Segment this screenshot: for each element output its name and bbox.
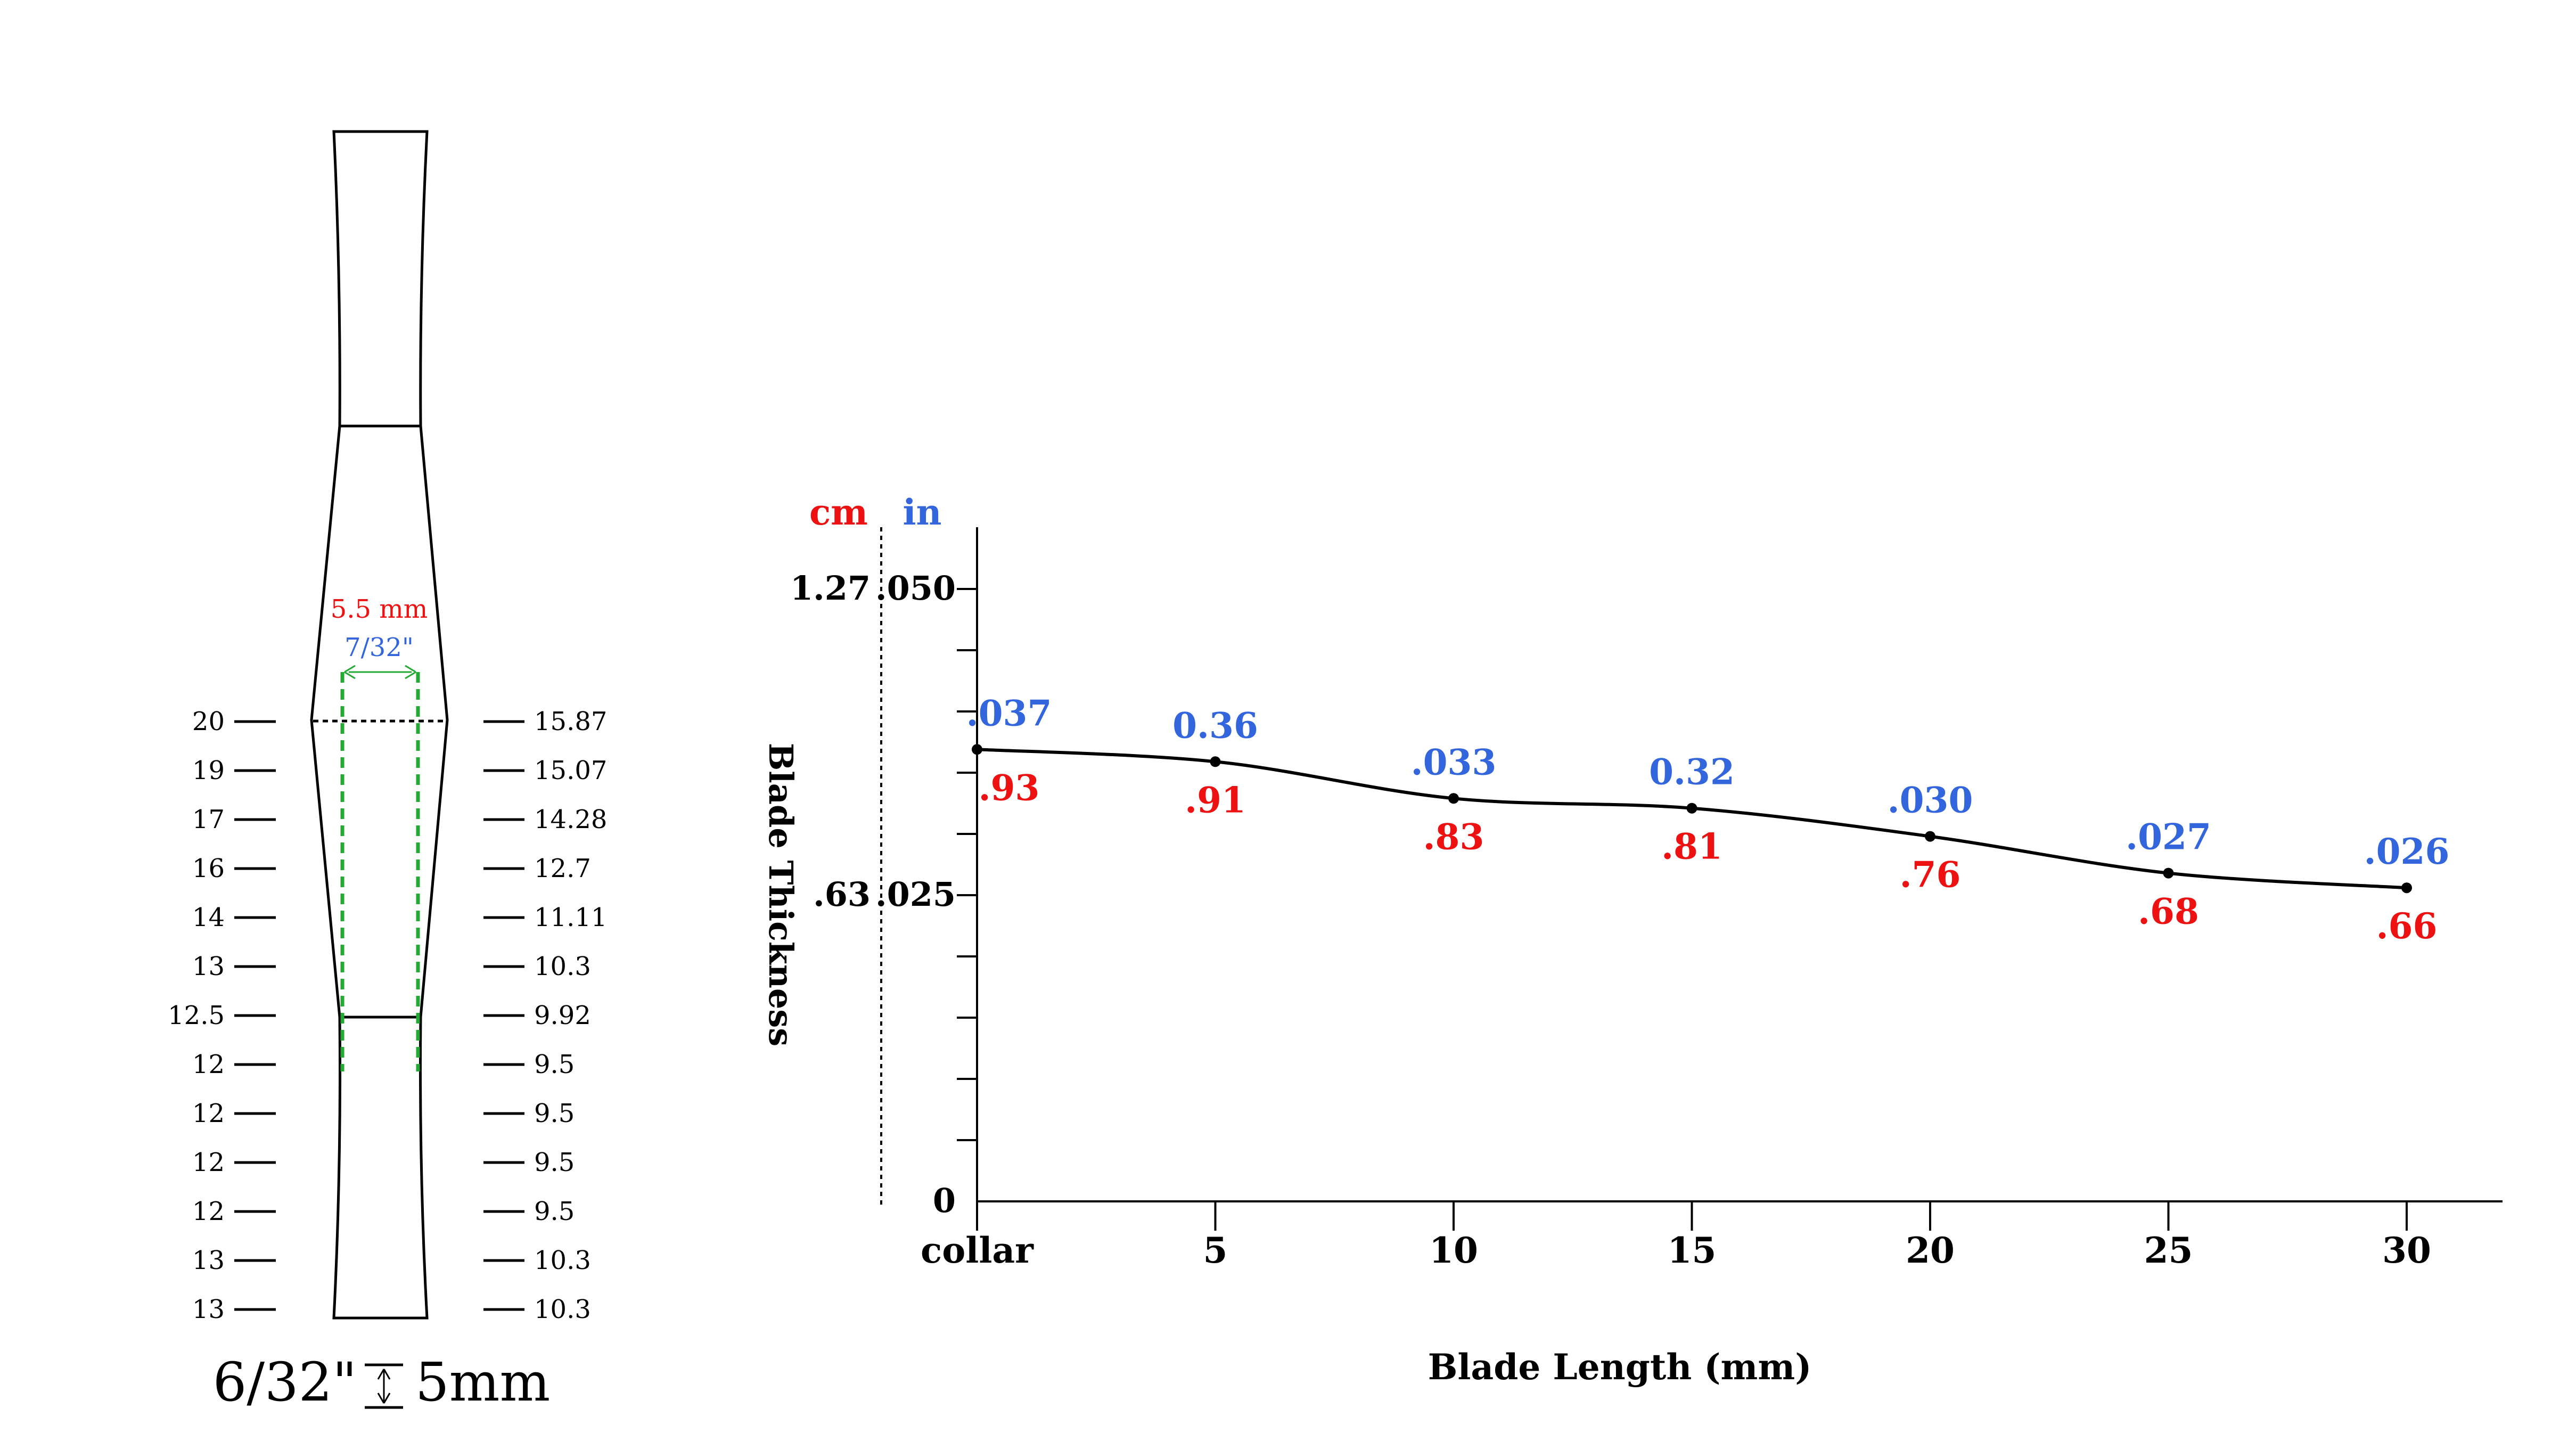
data-point — [1925, 831, 1935, 842]
x-axis-title: Blade Length (mm) — [1428, 1346, 1812, 1388]
left-scale-label: 12 — [192, 1148, 225, 1177]
x-tick-label: 5 — [1203, 1230, 1228, 1271]
right-scale-label: 9.5 — [534, 1197, 575, 1226]
point-label-cm: .68 — [2138, 891, 2199, 932]
point-label-cm: .93 — [979, 767, 1040, 808]
x-tick-label: 10 — [1429, 1230, 1478, 1271]
y-tick-label-in: .025 — [875, 875, 956, 914]
left-scale-label: 13 — [192, 1295, 225, 1324]
data-point — [1686, 803, 1697, 814]
thickness-series — [972, 744, 2412, 894]
point-labels: .037 .93 0.36 .91 .033 .83 0.32 .81 .030 .76 .027.… — [966, 692, 2450, 947]
point-label-in: .026 — [2364, 831, 2450, 872]
left-scale-label: 13 — [192, 1246, 225, 1275]
point-label-in: .033 — [1411, 741, 1497, 783]
right-scale-label: 12.7 — [534, 854, 591, 883]
right-scale-label: 15.07 — [534, 756, 607, 785]
data-point — [2401, 882, 2412, 894]
right-scale-label: 15.87 — [534, 707, 607, 736]
right-width-scale: 15.87 15.07 14.28 12.7 11.11 10.3 9.92 9.5 9.5 9.… — [483, 707, 607, 1324]
right-scale-label: 10.3 — [534, 1246, 591, 1275]
point-label-in: 0.36 — [1172, 705, 1258, 746]
width-arrow-left-head — [344, 665, 356, 680]
unit-label-cm: cm — [809, 492, 868, 533]
x-tick-label: 20 — [1906, 1230, 1955, 1271]
right-scale-label: 9.92 — [534, 1001, 591, 1030]
thickness-chart: cm in Blade Thickness Blade Length (mm) … — [761, 492, 2503, 1388]
bottom-thickness-icon — [365, 1363, 403, 1409]
y-tick-label-cm: .63 — [813, 875, 871, 914]
point-label-cm: .81 — [1661, 826, 1722, 867]
width-label-inch: 7/32" — [344, 633, 414, 662]
x-tick-label: 25 — [2144, 1230, 2193, 1271]
right-scale-label: 11.11 — [534, 903, 607, 932]
y-tick-label-cm: 1.27 — [790, 569, 871, 608]
width-label-mm: 5.5 mm — [331, 594, 428, 624]
point-label-cm: .83 — [1423, 816, 1484, 857]
left-scale-label: 20 — [192, 707, 225, 736]
point-label-cm: .91 — [1185, 779, 1246, 821]
right-scale-label: 9.5 — [534, 1050, 575, 1079]
y-tick-labels: .050 .025 0 1.27 .63 — [790, 569, 956, 1220]
width-arrow-right-head — [405, 665, 416, 680]
reed-outline — [310, 130, 449, 1320]
unit-label-in: in — [903, 492, 941, 533]
data-point — [1210, 756, 1221, 767]
bottom-width-mm: 5mm — [415, 1351, 550, 1413]
left-scale-label: 12 — [192, 1197, 225, 1226]
left-scale-label: 19 — [192, 756, 225, 785]
point-label-cm: .66 — [2376, 905, 2438, 947]
point-label-cm: .76 — [1900, 854, 1961, 896]
x-tick-label: 30 — [2382, 1230, 2431, 1271]
reed-diagram: 5.5 mm 7/32" 20 19 17 16 14 13 12.5 12 12 12 12 13 1… — [168, 130, 607, 1413]
point-label-in: .027 — [2126, 816, 2211, 858]
data-point — [2163, 867, 2174, 879]
left-scale-label: 13 — [192, 952, 225, 981]
left-scale-label: 12.5 — [168, 1001, 225, 1030]
right-scale-label: 9.5 — [534, 1148, 575, 1177]
right-scale-label: 9.5 — [534, 1099, 575, 1128]
left-scale-label: 12 — [192, 1050, 225, 1079]
x-tick-label: 15 — [1668, 1230, 1717, 1271]
left-scale-label: 16 — [192, 854, 225, 883]
data-point — [1448, 793, 1459, 804]
left-width-scale: 20 19 17 16 14 13 12.5 12 12 12 12 13 13 — [168, 707, 276, 1324]
point-label-in: .030 — [1888, 780, 1973, 821]
x-tick-label: collar — [921, 1230, 1034, 1271]
left-scale-label: 14 — [192, 903, 225, 932]
point-label-in: .037 — [966, 692, 1052, 734]
right-scale-label: 10.3 — [534, 952, 591, 981]
y-tick-label-in: .050 — [875, 569, 956, 608]
data-point — [972, 744, 982, 755]
left-scale-label: 17 — [192, 805, 225, 834]
y-tick-label-in: 0 — [933, 1181, 956, 1220]
right-scale-label: 14.28 — [534, 805, 607, 834]
bottom-width-inch: 6/32" — [213, 1351, 357, 1413]
point-label-in: 0.32 — [1649, 751, 1735, 793]
left-scale-label: 12 — [192, 1099, 225, 1128]
y-minor-ticks — [957, 588, 977, 1141]
x-ticks: collar 5 10 15 20 25 30 — [921, 1201, 2431, 1271]
y-axis-title: Blade Thickness — [761, 743, 800, 1046]
right-scale-label: 10.3 — [534, 1295, 591, 1324]
